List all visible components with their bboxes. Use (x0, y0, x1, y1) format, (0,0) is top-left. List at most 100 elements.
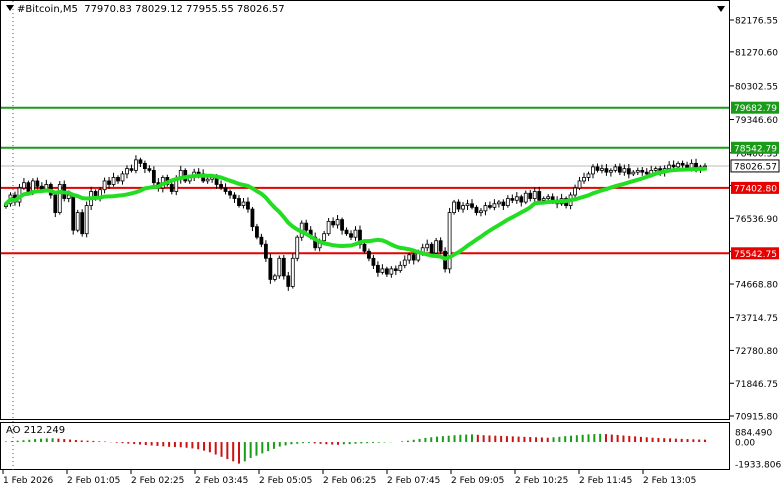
candle-body (151, 169, 156, 184)
candle-body (304, 222, 309, 231)
time-tick-label: 2 Feb 07:45 (387, 476, 440, 486)
candle-body (631, 171, 636, 175)
candle-body (237, 198, 241, 206)
candle-body (640, 169, 645, 173)
time-tick-label: 2 Feb 05:05 (259, 476, 312, 486)
candle-body (286, 275, 291, 287)
candle-body (703, 165, 707, 168)
candle-body (519, 196, 524, 203)
candle-body (26, 182, 31, 192)
candle-body (129, 168, 134, 171)
candle-body (644, 171, 649, 175)
candle-body (411, 254, 416, 261)
candle-body (474, 206, 479, 213)
symbol-dropdown-icon[interactable] (6, 5, 14, 11)
candle-body (349, 233, 353, 238)
candle-body (488, 205, 492, 208)
candle-body (465, 203, 470, 206)
candle-body (541, 198, 546, 201)
candle-body (600, 168, 604, 171)
candle-body (84, 205, 89, 235)
candle-body (380, 268, 385, 273)
candle-body (680, 162, 685, 166)
candle-body (492, 203, 497, 208)
candle-body (429, 243, 434, 254)
ao-tick-label: 884.490 (735, 429, 772, 439)
candle-body (138, 159, 143, 164)
candle-body (613, 166, 618, 171)
candle-body (398, 264, 403, 272)
candle-body (371, 257, 376, 266)
candle-body (407, 254, 412, 261)
price-label-resistance: 79682.79 (734, 104, 777, 114)
candle-body (434, 240, 439, 254)
price-tick-label: 70915.80 (735, 413, 778, 423)
candle-body (617, 166, 622, 173)
price-tick-label: 82176.55 (735, 17, 778, 27)
candle-body (35, 180, 40, 187)
chart-shift-icon[interactable] (717, 6, 725, 12)
candle-body (447, 212, 452, 270)
candle-body (425, 243, 430, 249)
candle-body (268, 257, 273, 280)
price-label-current: 78026.57 (734, 162, 777, 172)
candle-body (653, 168, 658, 171)
candle-body (523, 192, 528, 203)
candle-body (353, 229, 358, 238)
candle-body (667, 164, 672, 170)
candle-body (510, 198, 515, 201)
price-label-box (730, 159, 780, 173)
chart-header: #Bitcoin,M5 77970.83 78029.12 77955.55 7… (6, 4, 285, 15)
candle-body (546, 196, 551, 199)
time-tick-label: 2 Feb 11:45 (579, 476, 632, 486)
time-tick-label: 2 Feb 06:25 (323, 476, 376, 486)
candle-body (272, 275, 277, 280)
candle-body (290, 257, 295, 287)
candle-body (57, 184, 62, 213)
candle-body (501, 201, 506, 206)
candle-body (71, 194, 76, 231)
candle-body (120, 173, 125, 182)
candle-body (125, 168, 129, 175)
candle-body (470, 203, 474, 208)
price-tick-label: 73714.75 (735, 314, 778, 324)
time-tick-label: 2 Feb 09:05 (451, 476, 504, 486)
price-tick-label: 71846.75 (735, 380, 778, 390)
candle-body (595, 166, 600, 171)
ao-title: AO 212.249 (6, 425, 66, 436)
price-tick-label: 81270.60 (735, 48, 778, 58)
candle-body (295, 236, 300, 259)
candle-body (514, 196, 519, 201)
candle-body (205, 178, 210, 182)
ao-tick-label: 0.00 (735, 439, 755, 449)
ao-histogram (5, 433, 706, 464)
price-label-support: 77402.80 (734, 184, 777, 194)
candle-body (393, 268, 398, 272)
candle-body (582, 177, 586, 182)
candle-body (246, 201, 250, 210)
ohlc-values: 77970.83 78029.12 77955.55 78026.57 (84, 4, 285, 15)
candle-body (505, 198, 510, 206)
candle-body (483, 205, 488, 212)
candle-body (340, 219, 344, 231)
candle-body (438, 240, 443, 252)
price-tick-label: 72780.80 (735, 347, 778, 357)
candle-body (66, 194, 71, 199)
candle-body (676, 162, 681, 168)
price-label-box (731, 181, 779, 194)
candle-body (102, 180, 107, 191)
candle-body (335, 219, 340, 226)
main-pane-frame (0, 0, 730, 420)
candle-body (134, 159, 138, 171)
candle-body (250, 208, 255, 228)
price-tick-label: 80302.55 (735, 82, 778, 92)
candle-body (241, 201, 246, 206)
time-tick-label: 2 Feb 13:05 (643, 476, 696, 486)
candle-body (322, 233, 327, 242)
time-tick-label: 1 Feb 2026 (3, 476, 54, 486)
price-axis: 82176.55 81270.60 80302.55 79346.60 78400.35… (730, 17, 780, 423)
ao-pane-frame (0, 422, 730, 470)
candle-body (626, 168, 631, 175)
candle-body (232, 194, 237, 199)
